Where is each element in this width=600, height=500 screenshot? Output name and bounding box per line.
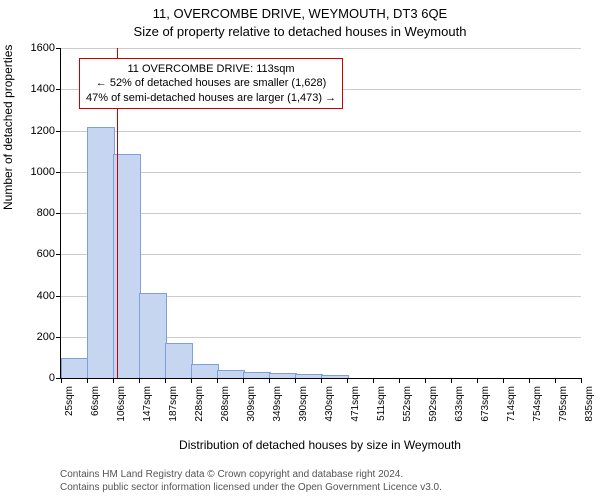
y-tick-mark bbox=[56, 213, 61, 214]
x-tick-mark bbox=[87, 378, 88, 383]
x-tick-mark bbox=[113, 378, 114, 383]
x-tick-label: 673sqm bbox=[480, 386, 491, 430]
plot-area: 11 OVERCOMBE DRIVE: 113sqm ← 52% of deta… bbox=[60, 48, 581, 379]
y-axis-label: Number of detached properties bbox=[1, 45, 15, 210]
histogram-bar bbox=[217, 370, 245, 378]
x-tick-label: 187sqm bbox=[168, 386, 179, 430]
x-tick-label: 147sqm bbox=[142, 386, 153, 430]
y-tick-label: 0 bbox=[49, 372, 55, 384]
gridline bbox=[61, 48, 581, 49]
y-tick-mark bbox=[56, 337, 61, 338]
x-tick-label: 390sqm bbox=[298, 386, 309, 430]
x-tick-mark bbox=[451, 378, 452, 383]
x-axis-label: Distribution of detached houses by size … bbox=[60, 438, 580, 452]
gridline bbox=[61, 131, 581, 132]
x-tick-label: 106sqm bbox=[116, 386, 127, 430]
histogram-bar bbox=[61, 358, 89, 378]
y-tick-label: 200 bbox=[37, 331, 55, 343]
y-tick-label: 1200 bbox=[31, 125, 55, 137]
chart-container: 11, OVERCOMBE DRIVE, WEYMOUTH, DT3 6QE S… bbox=[0, 0, 600, 500]
annotation-line-1: 11 OVERCOMBE DRIVE: 113sqm bbox=[86, 62, 336, 76]
y-tick-label: 1600 bbox=[31, 42, 55, 54]
y-tick-mark bbox=[56, 131, 61, 132]
x-tick-mark bbox=[61, 378, 62, 383]
annotation-box: 11 OVERCOMBE DRIVE: 113sqm ← 52% of deta… bbox=[79, 58, 343, 109]
histogram-bar bbox=[139, 293, 167, 378]
x-tick-mark bbox=[295, 378, 296, 383]
x-tick-label: 592sqm bbox=[428, 386, 439, 430]
chart-title-sub: Size of property relative to detached ho… bbox=[0, 24, 600, 39]
chart-title-main: 11, OVERCOMBE DRIVE, WEYMOUTH, DT3 6QE bbox=[0, 6, 600, 21]
x-tick-label: 552sqm bbox=[402, 386, 413, 430]
y-tick-label: 1000 bbox=[31, 166, 55, 178]
x-tick-mark bbox=[581, 378, 582, 383]
x-tick-label: 349sqm bbox=[272, 386, 283, 430]
x-tick-mark bbox=[191, 378, 192, 383]
x-tick-mark bbox=[321, 378, 322, 383]
histogram-bar bbox=[243, 372, 271, 378]
x-tick-mark bbox=[555, 378, 556, 383]
x-tick-label: 754sqm bbox=[532, 386, 543, 430]
annotation-line-2: ← 52% of detached houses are smaller (1,… bbox=[86, 76, 336, 90]
x-tick-mark bbox=[529, 378, 530, 383]
x-tick-label: 228sqm bbox=[194, 386, 205, 430]
y-tick-label: 800 bbox=[37, 207, 55, 219]
histogram-bar bbox=[295, 374, 323, 378]
histogram-bar bbox=[87, 127, 115, 378]
x-tick-label: 25sqm bbox=[64, 386, 75, 430]
x-tick-label: 511sqm bbox=[376, 386, 387, 430]
x-tick-label: 66sqm bbox=[90, 386, 101, 430]
x-tick-mark bbox=[269, 378, 270, 383]
y-tick-mark bbox=[56, 296, 61, 297]
histogram-bar bbox=[165, 343, 193, 378]
x-tick-label: 835sqm bbox=[584, 386, 595, 430]
credits-line-2: Contains public sector information licen… bbox=[60, 481, 442, 494]
x-tick-label: 471sqm bbox=[350, 386, 361, 430]
x-tick-label: 268sqm bbox=[220, 386, 231, 430]
x-tick-label: 795sqm bbox=[558, 386, 569, 430]
histogram-bar bbox=[269, 373, 297, 378]
x-tick-mark bbox=[399, 378, 400, 383]
x-tick-mark bbox=[139, 378, 140, 383]
y-tick-mark bbox=[56, 48, 61, 49]
histogram-bar bbox=[191, 364, 219, 378]
x-tick-mark bbox=[217, 378, 218, 383]
y-tick-label: 400 bbox=[37, 290, 55, 302]
y-tick-mark bbox=[56, 172, 61, 173]
credits: Contains HM Land Registry data © Crown c… bbox=[60, 468, 442, 494]
histogram-bar bbox=[321, 375, 349, 378]
y-tick-label: 600 bbox=[37, 248, 55, 260]
x-tick-mark bbox=[165, 378, 166, 383]
x-tick-mark bbox=[347, 378, 348, 383]
annotation-line-3: 47% of semi-detached houses are larger (… bbox=[86, 91, 336, 105]
credits-line-1: Contains HM Land Registry data © Crown c… bbox=[60, 468, 442, 481]
y-tick-mark bbox=[56, 254, 61, 255]
x-tick-label: 309sqm bbox=[246, 386, 257, 430]
x-tick-mark bbox=[243, 378, 244, 383]
x-tick-mark bbox=[503, 378, 504, 383]
x-tick-mark bbox=[477, 378, 478, 383]
x-tick-mark bbox=[373, 378, 374, 383]
x-tick-label: 633sqm bbox=[454, 386, 465, 430]
y-tick-label: 1400 bbox=[31, 83, 55, 95]
x-tick-mark bbox=[425, 378, 426, 383]
y-tick-mark bbox=[56, 89, 61, 90]
x-tick-label: 714sqm bbox=[506, 386, 517, 430]
x-tick-label: 430sqm bbox=[324, 386, 335, 430]
